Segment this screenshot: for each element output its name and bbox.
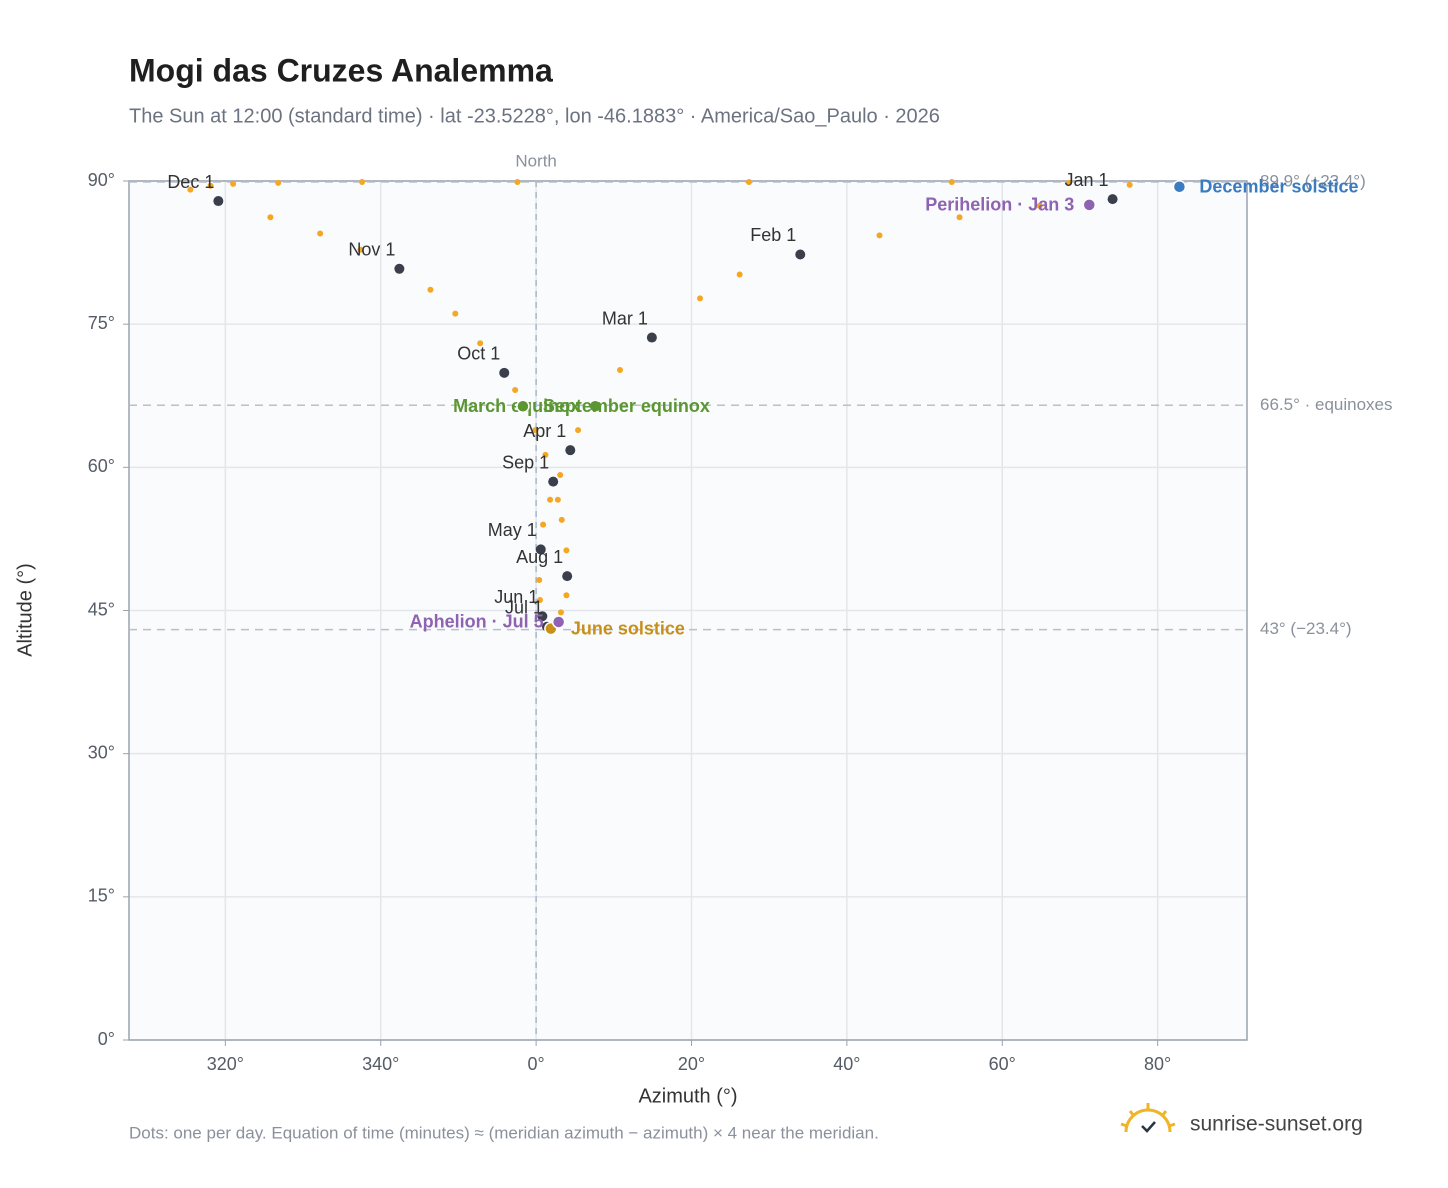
y-tick-label: 15° <box>88 886 115 906</box>
event-marker <box>588 399 602 413</box>
reference-label: 89.9° (+23.4°) <box>1260 171 1366 190</box>
month-marker <box>213 196 224 207</box>
x-axis-label: Azimuth (°) <box>638 1085 737 1107</box>
x-tick-label: 340° <box>362 1054 399 1074</box>
day-dot <box>948 178 955 185</box>
y-tick-label: 30° <box>88 742 115 762</box>
y-axis-label: Altitude (°) <box>14 563 36 657</box>
day-dot <box>359 178 366 185</box>
day-dot <box>557 471 564 478</box>
chart-title: Mogi das Cruzes Analemma <box>129 52 553 88</box>
event-marker <box>1082 198 1097 212</box>
day-dot <box>452 310 459 317</box>
day-dot <box>532 427 539 434</box>
y-tick-label: 60° <box>88 456 115 476</box>
day-dot <box>427 286 434 293</box>
month-marker <box>499 367 510 378</box>
reference-label: 66.5° · equinoxes <box>1260 395 1393 414</box>
month-marker <box>562 571 573 582</box>
chart-subtitle: The Sun at 12:00 (standard time) · lat -… <box>129 105 940 127</box>
month-label: Sep 1 <box>502 452 549 472</box>
footnote: Dots: one per day. Equation of time (min… <box>129 1123 879 1142</box>
month-label: Jul 1 <box>505 597 543 617</box>
month-marker <box>548 476 559 487</box>
day-dot <box>536 576 543 583</box>
day-dot <box>187 186 194 193</box>
x-tick-label: 0° <box>528 1054 545 1074</box>
day-dot <box>956 214 963 221</box>
day-dot <box>554 496 561 503</box>
day-dot <box>745 178 752 185</box>
day-dot <box>575 427 582 434</box>
day-dot <box>547 496 554 503</box>
day-dot <box>540 521 547 528</box>
plot: 0° 15° 30° 45° 60° 75° 90° 320° 340° 0° 20° 40° 60° 8… <box>88 151 1393 1073</box>
day-dot <box>563 547 570 554</box>
x-tick-label: 20° <box>678 1054 705 1074</box>
day-dot <box>512 387 519 394</box>
month-marker <box>535 544 546 555</box>
month-label: Aug 1 <box>516 547 563 567</box>
x-tick-label: 80° <box>1144 1054 1171 1074</box>
event-marker <box>1172 179 1187 194</box>
day-dot <box>1066 179 1073 186</box>
day-dot <box>514 178 521 185</box>
month-label: Mar 1 <box>602 308 648 328</box>
month-label: Jun 1 <box>494 587 538 607</box>
month-label: Apr 1 <box>523 421 566 441</box>
day-dot <box>557 609 564 616</box>
day-dot <box>230 180 237 187</box>
day-dot <box>207 182 214 189</box>
day-dot <box>317 230 324 237</box>
day-dot <box>477 340 484 347</box>
month-label: Dec 1 <box>167 172 214 192</box>
month-label: Feb 1 <box>750 225 796 245</box>
month-label: May 1 <box>488 520 537 540</box>
event-label: December solstice <box>1199 176 1358 196</box>
event-label: Perihelion · Jan 3 <box>925 195 1074 215</box>
north-label: North <box>515 151 557 170</box>
y-tick-label: 75° <box>88 313 115 333</box>
event-label: June solstice <box>571 618 685 638</box>
month-marker <box>394 263 405 274</box>
x-tick-label: 60° <box>989 1054 1016 1074</box>
day-dot <box>736 271 743 278</box>
day-dot <box>1126 181 1133 188</box>
month-label: Jan 1 <box>1065 170 1109 190</box>
event-label: September equinox <box>543 396 710 416</box>
month-marker <box>1107 194 1118 205</box>
day-dot <box>563 592 570 599</box>
day-dot <box>617 366 624 373</box>
day-dot <box>267 214 274 221</box>
month-marker <box>565 445 576 456</box>
event-label: Aphelion · Jul 5 <box>410 612 544 632</box>
brand-name: sunrise-sunset.org <box>1190 1113 1363 1136</box>
y-tick-label: 0° <box>98 1029 115 1049</box>
x-tick-label: 40° <box>833 1054 860 1074</box>
month-label: Nov 1 <box>348 240 395 260</box>
day-dot <box>542 451 549 458</box>
plot-frame <box>128 180 1248 1041</box>
month-marker <box>646 332 657 343</box>
month-label: Oct 1 <box>457 344 500 364</box>
y-tick-label: 45° <box>88 599 115 619</box>
day-dot <box>275 179 282 186</box>
month-marker <box>795 249 806 260</box>
day-dot <box>558 516 565 523</box>
day-dot <box>1036 202 1043 209</box>
event-marker <box>551 615 566 629</box>
day-dot <box>876 232 883 239</box>
month-marker <box>537 611 548 622</box>
day-dot <box>697 295 704 302</box>
x-tick-label: 320° <box>207 1054 244 1074</box>
y-tick-label: 90° <box>88 170 115 190</box>
day-dot <box>357 246 364 253</box>
reference-label: 43° (−23.4°) <box>1260 619 1352 638</box>
event-marker <box>516 399 530 413</box>
day-dot <box>536 597 543 604</box>
brand-logo <box>1120 1103 1176 1133</box>
